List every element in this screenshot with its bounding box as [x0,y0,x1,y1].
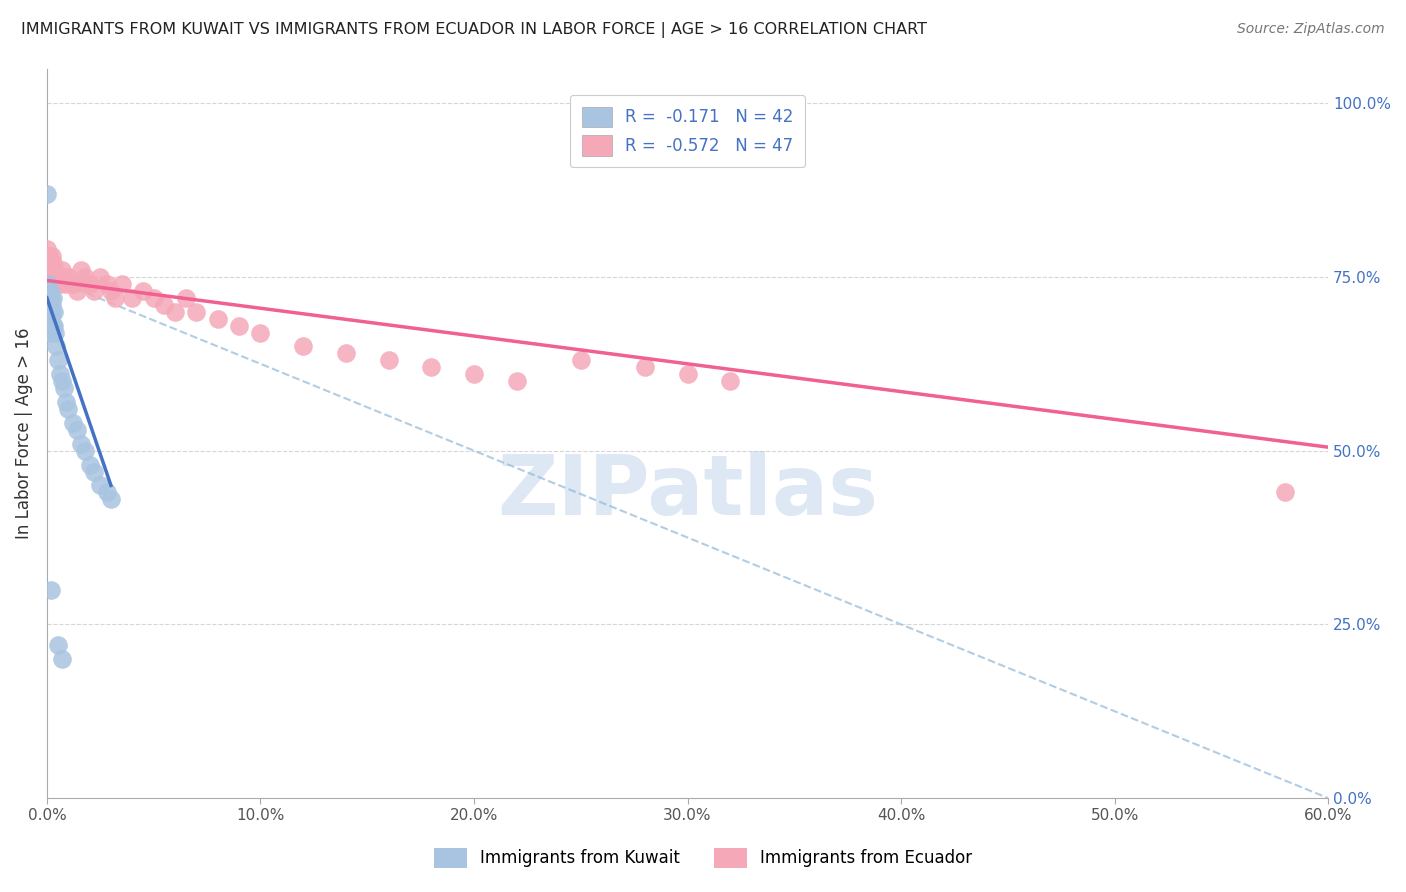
Point [44,318,66,333]
Point [39,263,62,277]
Point [463,368,485,382]
Point [44,263,66,277]
Point [38,304,60,318]
Point [48,368,70,382]
Point [52,381,75,395]
Point [153,298,176,312]
Point [39,311,62,326]
Point [83,284,105,298]
Point [58,269,80,284]
Point [51,374,73,388]
Point [38,249,60,263]
Point [634,360,657,375]
Point [41,249,63,263]
Point [186,304,208,318]
Point [335,346,357,360]
Point [51,652,73,666]
Point [676,368,699,382]
Point [505,374,527,388]
Point [96,277,118,291]
Point [100,492,122,507]
Point [46,269,69,284]
Point [42,256,65,270]
Point [44,326,66,340]
Point [132,284,155,298]
Point [37,291,59,305]
Point [66,284,89,298]
Point [207,311,229,326]
Point [41,298,63,312]
Legend: Immigrants from Kuwait, Immigrants from Ecuador: Immigrants from Kuwait, Immigrants from … [427,841,979,875]
Point [55,277,77,291]
Point [89,269,111,284]
Point [38,284,60,298]
Point [718,374,741,388]
Point [39,304,62,318]
Point [100,284,122,298]
Point [104,291,127,305]
Point [111,277,134,291]
Point [249,326,271,340]
Text: IMMIGRANTS FROM KUWAIT VS IMMIGRANTS FROM ECUADOR IN LABOR FORCE | AGE > 16 CORR: IMMIGRANTS FROM KUWAIT VS IMMIGRANTS FRO… [21,22,927,38]
Legend: R =  -0.171   N = 42, R =  -0.572   N = 47: R = -0.171 N = 42, R = -0.572 N = 47 [569,95,806,168]
Y-axis label: In Labor Force | Age > 16: In Labor Force | Age > 16 [15,327,32,539]
Point [39,256,62,270]
Point [228,318,250,333]
Point [39,318,62,333]
Point [62,277,84,291]
Point [70,436,93,450]
Point [41,318,63,333]
Point [46,638,69,652]
Point [58,401,80,416]
Point [569,353,592,368]
Point [38,298,60,312]
Point [48,277,70,291]
Point [62,416,84,430]
Point [55,395,77,409]
Point [37,186,59,201]
Point [37,311,59,326]
Point [377,353,399,368]
Point [37,249,59,263]
Point [37,277,59,291]
Point [142,291,165,305]
Point [37,298,59,312]
Point [70,263,93,277]
Point [83,465,105,479]
Point [39,291,62,305]
Point [121,291,143,305]
Point [41,304,63,318]
Point [42,291,65,305]
Point [38,318,60,333]
Point [174,291,197,305]
Point [37,242,59,256]
Point [38,263,60,277]
Point [96,485,118,500]
Point [39,582,62,597]
Point [42,304,65,318]
Point [38,291,60,305]
Point [38,284,60,298]
Point [38,311,60,326]
Point [1274,485,1296,500]
Point [420,360,443,375]
Point [39,298,62,312]
Point [79,458,101,472]
Point [46,353,69,368]
Text: Source: ZipAtlas.com: Source: ZipAtlas.com [1237,22,1385,37]
Point [292,339,315,353]
Text: ZIPatlas: ZIPatlas [496,451,877,533]
Point [79,277,101,291]
Point [45,339,67,353]
Point [163,304,186,318]
Point [51,263,73,277]
Point [89,478,111,492]
Point [66,423,89,437]
Point [75,443,97,458]
Point [41,326,63,340]
Point [75,269,97,284]
Point [37,326,59,340]
Point [52,269,75,284]
